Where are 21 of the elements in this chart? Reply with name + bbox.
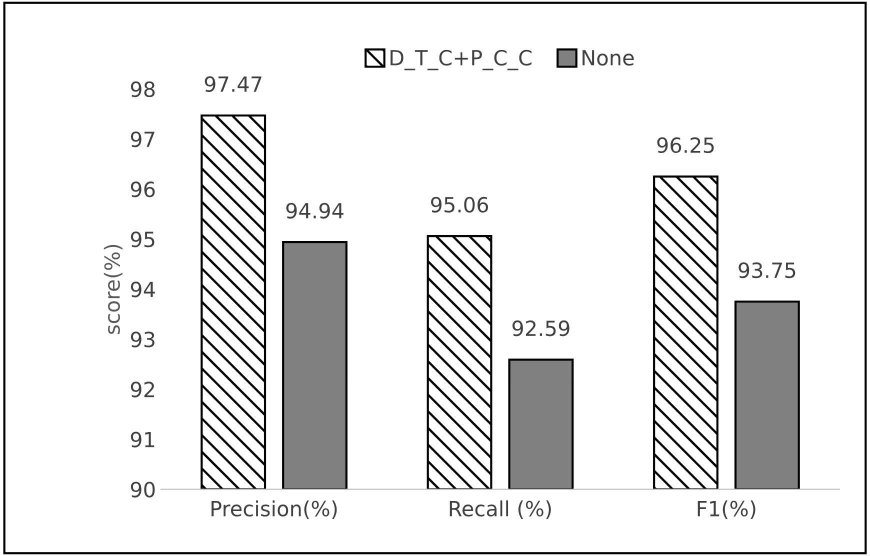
y-tick-label: 98	[130, 81, 155, 98]
y-tick-label: 91	[130, 432, 154, 448]
data-label: 92.59	[512, 320, 570, 336]
x-tick-label: F1(%)	[698, 500, 756, 519]
data-label: 93.75	[738, 262, 796, 278]
y-tick-label: 92	[130, 382, 154, 398]
y-tick-label: 94	[130, 282, 155, 298]
legend-label: D_T_C+P_C_C	[390, 50, 532, 70]
data-label: 97.47	[204, 76, 262, 92]
x-tick-label: Recall (%)	[450, 500, 551, 519]
legend-label: None	[582, 50, 634, 66]
y-axis-title: score(%)	[104, 244, 122, 334]
data-label: 96.25	[657, 137, 714, 154]
y-tick-label: 90	[130, 482, 155, 498]
y-tick-label: 93	[130, 332, 154, 348]
y-tick-label: 95	[130, 232, 154, 248]
data-label: 94.94	[286, 202, 344, 219]
y-tick-label: 97	[130, 131, 154, 148]
y-tick-label: 96	[130, 181, 155, 198]
x-tick-label: Precision(%)	[212, 500, 337, 519]
data-label: 95.06	[431, 196, 488, 213]
